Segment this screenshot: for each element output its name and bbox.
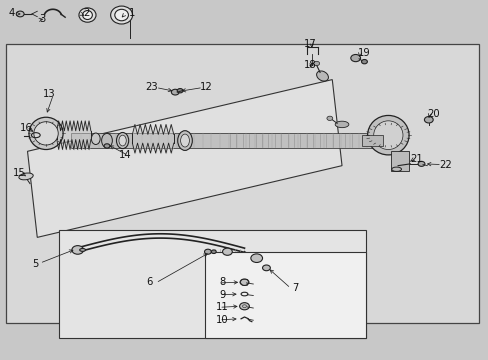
Bar <box>5 44 478 323</box>
Circle shape <box>262 265 270 271</box>
Text: 11: 11 <box>216 302 228 312</box>
Ellipse shape <box>116 132 128 149</box>
Text: 3: 3 <box>39 14 45 24</box>
Circle shape <box>104 144 110 148</box>
Ellipse shape <box>119 135 126 146</box>
Circle shape <box>16 11 24 17</box>
Ellipse shape <box>80 248 85 251</box>
Circle shape <box>361 59 366 64</box>
Text: 17: 17 <box>304 39 316 49</box>
Ellipse shape <box>177 131 192 150</box>
Bar <box>205 252 366 338</box>
Ellipse shape <box>91 133 100 144</box>
Text: 7: 7 <box>292 283 298 293</box>
Ellipse shape <box>79 8 96 22</box>
Bar <box>361 135 383 146</box>
Text: 9: 9 <box>219 290 225 300</box>
Ellipse shape <box>373 121 402 149</box>
Ellipse shape <box>19 173 33 180</box>
Circle shape <box>240 279 248 285</box>
Ellipse shape <box>29 117 63 149</box>
Text: 8: 8 <box>219 277 225 287</box>
Circle shape <box>177 89 183 93</box>
Ellipse shape <box>102 134 112 148</box>
Text: 10: 10 <box>216 315 228 325</box>
Bar <box>71 134 400 148</box>
Circle shape <box>211 250 216 253</box>
Text: 15: 15 <box>13 168 25 178</box>
Bar <box>59 230 366 338</box>
Circle shape <box>72 246 83 254</box>
Text: 22: 22 <box>438 159 451 170</box>
Ellipse shape <box>313 61 319 66</box>
Circle shape <box>350 54 360 62</box>
Text: 21: 21 <box>409 154 422 164</box>
Circle shape <box>250 254 262 262</box>
Text: 16: 16 <box>20 123 32 133</box>
Ellipse shape <box>326 116 332 121</box>
Ellipse shape <box>110 6 132 24</box>
Ellipse shape <box>316 71 328 81</box>
Text: 20: 20 <box>427 109 439 119</box>
Ellipse shape <box>34 122 58 145</box>
Text: 1: 1 <box>129 8 135 18</box>
Circle shape <box>417 161 424 166</box>
Text: 2: 2 <box>82 8 89 18</box>
Ellipse shape <box>115 9 128 21</box>
Text: 23: 23 <box>145 82 158 92</box>
Text: 12: 12 <box>200 82 212 92</box>
Text: 19: 19 <box>357 48 369 58</box>
Text: 6: 6 <box>146 277 152 287</box>
Bar <box>390 151 408 171</box>
Circle shape <box>171 89 179 95</box>
Ellipse shape <box>367 116 408 155</box>
Circle shape <box>204 249 211 254</box>
Text: 5: 5 <box>33 259 39 269</box>
Text: 4: 4 <box>8 8 15 18</box>
Ellipse shape <box>180 134 189 147</box>
Text: 14: 14 <box>119 150 131 160</box>
Text: 13: 13 <box>43 89 56 99</box>
Polygon shape <box>27 80 341 237</box>
Ellipse shape <box>334 121 348 128</box>
Ellipse shape <box>82 10 92 19</box>
Circle shape <box>222 248 232 255</box>
Circle shape <box>239 303 249 310</box>
Circle shape <box>424 117 432 123</box>
Text: 18: 18 <box>304 60 316 70</box>
